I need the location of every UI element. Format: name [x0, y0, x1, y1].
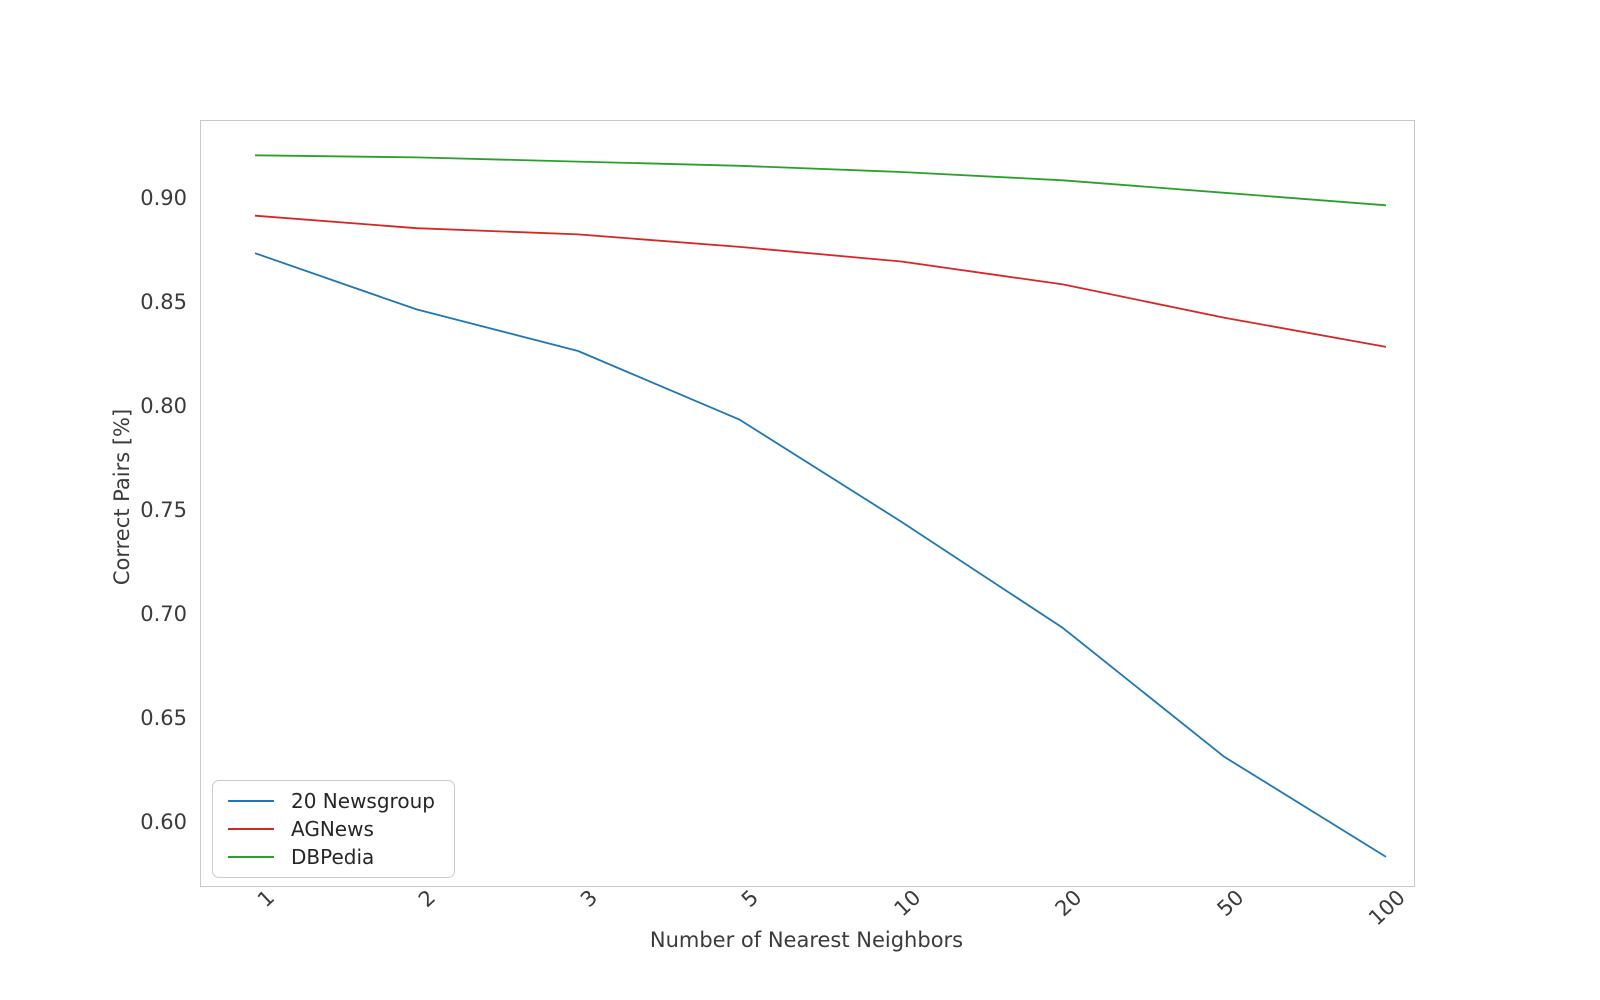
legend-item: DBPedia [213, 845, 454, 869]
series-line-20-newsgroup [254, 252, 1387, 858]
x-tick-label: 10 [889, 885, 925, 922]
x-axis-title: Number of Nearest Neighbors [649, 928, 964, 952]
legend-item: 20 Newsgroup [213, 789, 454, 813]
legend: 20 Newsgroup AGNews DBPedia [212, 780, 455, 878]
y-tick-label: 0.90 [140, 185, 187, 210]
legend-swatch-agnews [228, 828, 274, 830]
y-tick-label: 0.60 [140, 810, 187, 835]
x-tick-label: 5 [737, 885, 764, 912]
legend-label: DBPedia [291, 845, 375, 869]
legend-swatch-dbpedia [228, 856, 274, 858]
y-tick-label: 0.70 [140, 601, 187, 626]
y-tick-label: 0.65 [140, 705, 187, 730]
y-tick-label: 0.75 [140, 497, 187, 522]
x-tick-label: 100 [1363, 885, 1410, 931]
y-tick-label: 0.85 [140, 289, 187, 314]
series-line-agnews [254, 214, 1387, 348]
legend-item: AGNews [213, 817, 454, 841]
x-tick-label: 2 [414, 885, 441, 912]
x-tick-label: 3 [575, 885, 602, 912]
plot-area [200, 120, 1415, 887]
x-tick-label: 20 [1050, 885, 1087, 922]
line-chart [254, 154, 1387, 858]
legend-label: AGNews [291, 817, 374, 841]
series-line-dbpedia [254, 154, 1387, 207]
y-tick-label: 0.80 [140, 393, 187, 418]
legend-swatch-20-newsgroup [228, 800, 274, 802]
x-tick-label: 50 [1212, 885, 1249, 922]
legend-label: 20 Newsgroup [291, 789, 435, 813]
x-tick-label: 1 [252, 885, 279, 912]
y-axis-title: Correct Pairs [%] [110, 408, 134, 586]
